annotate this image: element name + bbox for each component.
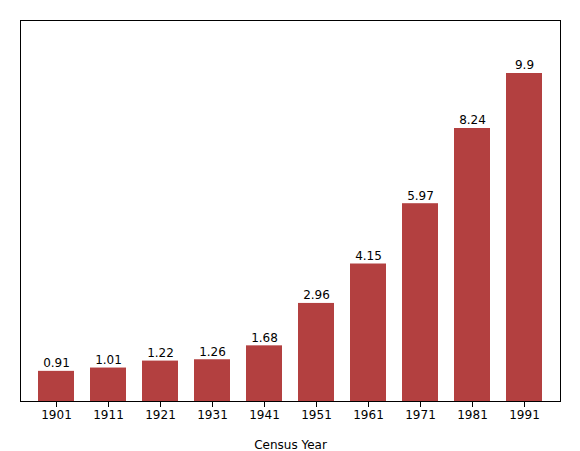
svg-text:1941: 1941: [249, 408, 280, 422]
svg-text:8.24: 8.24: [459, 113, 486, 127]
svg-text:1901: 1901: [41, 408, 72, 422]
svg-text:1971: 1971: [405, 408, 436, 422]
svg-text:1.22: 1.22: [147, 346, 174, 360]
svg-text:4.15: 4.15: [355, 249, 382, 263]
svg-text:1981: 1981: [457, 408, 488, 422]
svg-text:1951: 1951: [301, 408, 332, 422]
svg-text:9.9: 9.9: [515, 58, 534, 72]
svg-text:1961: 1961: [353, 408, 384, 422]
svg-text:1931: 1931: [197, 408, 228, 422]
svg-text:0.91: 0.91: [43, 356, 70, 370]
svg-text:1911: 1911: [93, 408, 124, 422]
svg-text:1.01: 1.01: [95, 353, 122, 367]
svg-text:1.68: 1.68: [251, 331, 278, 345]
svg-text:Census Year: Census Year: [254, 438, 327, 451]
svg-text:1.26: 1.26: [199, 345, 226, 359]
svg-text:1991: 1991: [509, 408, 540, 422]
svg-text:2.96: 2.96: [303, 288, 330, 302]
svg-text:5.97: 5.97: [407, 189, 434, 203]
svg-text:1921: 1921: [145, 408, 176, 422]
